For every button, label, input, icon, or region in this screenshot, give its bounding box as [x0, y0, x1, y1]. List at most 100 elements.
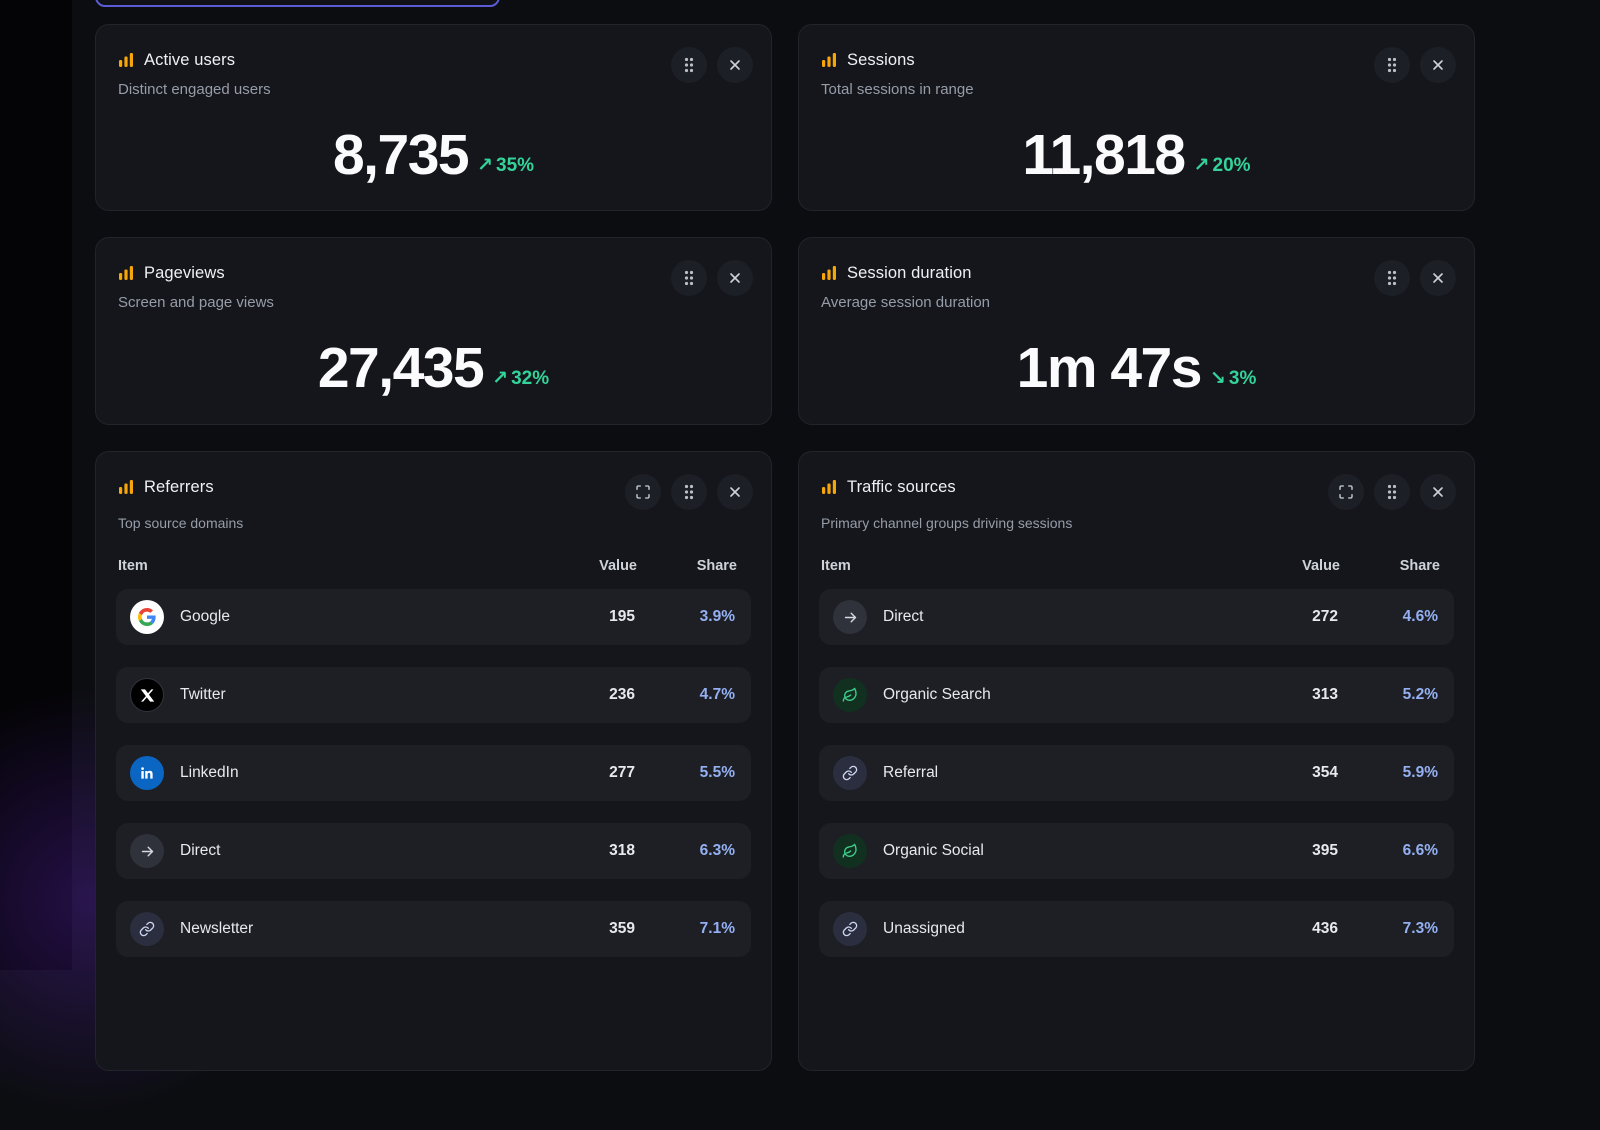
row-share: 5.9%: [1338, 764, 1438, 782]
card-header: Pageviews Screen and page views: [96, 238, 771, 314]
drag-handle-button[interactable]: [671, 260, 707, 296]
close-button[interactable]: [717, 47, 753, 83]
card-subtitle: Screen and page views: [118, 292, 274, 314]
table-row: Unassigned 436 7.3%: [819, 901, 1454, 957]
organic-icon: [833, 678, 867, 712]
stat-delta: ↗ 20%: [1194, 154, 1251, 177]
card-header: Active users Distinct engaged users: [96, 25, 771, 101]
card-header-text: Referrers Top source domains: [118, 474, 243, 534]
drag-handle-button[interactable]: [1374, 474, 1410, 510]
trend-arrow-icon: ↘: [1210, 367, 1226, 390]
link-icon: [130, 912, 164, 946]
table-rows: Direct 272 4.6% Organic Search 313 5.2% …: [799, 589, 1474, 957]
trend-arrow-icon: ↗: [492, 367, 508, 390]
column-item: Item: [118, 558, 547, 574]
card-header-text: Active users Distinct engaged users: [118, 47, 271, 101]
row-label: LinkedIn: [180, 764, 545, 782]
row-label: Google: [180, 608, 545, 626]
table-row: Twitter 236 4.7%: [116, 667, 751, 723]
column-share: Share: [1340, 558, 1440, 574]
stat-value-row: 1m 47s ↘ 3%: [799, 340, 1474, 397]
stat-delta: ↘ 3%: [1210, 367, 1256, 390]
card-title: Sessions: [847, 47, 915, 73]
drag-handle-button[interactable]: [671, 474, 707, 510]
row-label: Direct: [883, 608, 1248, 626]
expand-button[interactable]: [1328, 474, 1364, 510]
close-button[interactable]: [717, 474, 753, 510]
dashboard-grid: Active users Distinct engaged users 8,73…: [95, 24, 1475, 1071]
row-label: Unassigned: [883, 920, 1248, 938]
row-share: 6.6%: [1338, 842, 1438, 860]
drag-handle-button[interactable]: [1374, 260, 1410, 296]
close-button[interactable]: [1420, 474, 1456, 510]
card-header: Referrers Top source domains: [96, 452, 771, 534]
table-row: Newsletter 359 7.1%: [116, 901, 751, 957]
card-subtitle: Average session duration: [821, 292, 990, 314]
card-header-text: Sessions Total sessions in range: [821, 47, 974, 101]
column-value: Value: [1250, 558, 1340, 574]
card-title: Session duration: [847, 260, 972, 286]
row-share: 7.1%: [635, 920, 735, 938]
card-header: Traffic sources Primary channel groups d…: [799, 452, 1474, 534]
card-title: Active users: [144, 47, 235, 73]
row-label: Newsletter: [180, 920, 545, 938]
expand-button[interactable]: [625, 474, 661, 510]
card-subtitle: Top source domains: [118, 512, 243, 534]
link-icon: [833, 756, 867, 790]
table-row: Referral 354 5.9%: [819, 745, 1454, 801]
stat-value-row: 11,818 ↗ 20%: [799, 127, 1474, 184]
linkedin-icon: [130, 756, 164, 790]
direct-icon: [130, 834, 164, 868]
close-button[interactable]: [1420, 260, 1456, 296]
stat-card: Active users Distinct engaged users 8,73…: [95, 24, 772, 211]
stat-delta-value: 3%: [1229, 368, 1256, 390]
row-value: 236: [545, 686, 635, 704]
column-share: Share: [637, 558, 737, 574]
stat-card: Session duration Average session duratio…: [798, 237, 1475, 425]
bar-chart-icon: [118, 52, 134, 68]
bar-chart-icon: [821, 265, 837, 281]
stat-delta-value: 32%: [511, 368, 549, 390]
organic-icon: [833, 834, 867, 868]
table-header: Item Value Share: [799, 558, 1474, 574]
stat-delta-value: 35%: [496, 155, 534, 177]
row-label: Organic Social: [883, 842, 1248, 860]
stat-value-row: 27,435 ↗ 32%: [96, 340, 771, 397]
stat-delta: ↗ 32%: [492, 367, 549, 390]
card-title: Pageviews: [144, 260, 225, 286]
card-actions: [625, 474, 753, 510]
table-row: Google 195 3.9%: [116, 589, 751, 645]
row-value: 318: [545, 842, 635, 860]
card-title: Referrers: [144, 474, 214, 500]
row-value: 395: [1248, 842, 1338, 860]
close-button[interactable]: [717, 260, 753, 296]
table-row: LinkedIn 277 5.5%: [116, 745, 751, 801]
drag-handle-button[interactable]: [1374, 47, 1410, 83]
column-item: Item: [821, 558, 1250, 574]
table-row: Direct 318 6.3%: [116, 823, 751, 879]
row-share: 5.5%: [635, 764, 735, 782]
card-header: Session duration Average session duratio…: [799, 238, 1474, 314]
card-header-text: Session duration Average session duratio…: [821, 260, 990, 314]
card-subtitle: Distinct engaged users: [118, 79, 271, 101]
bar-chart-icon: [118, 479, 134, 495]
google-icon: [130, 600, 164, 634]
row-value: 272: [1248, 608, 1338, 626]
row-value: 313: [1248, 686, 1338, 704]
close-button[interactable]: [1420, 47, 1456, 83]
stat-delta-value: 20%: [1213, 155, 1251, 177]
card-actions: [671, 47, 753, 83]
stat-card: Sessions Total sessions in range 11,818 …: [798, 24, 1475, 211]
bar-chart-icon: [118, 265, 134, 281]
card-actions: [671, 260, 753, 296]
bar-chart-icon: [821, 479, 837, 495]
trend-arrow-icon: ↗: [477, 154, 493, 177]
row-label: Organic Search: [883, 686, 1248, 704]
table-rows: Google 195 3.9% Twitter 236 4.7% LinkedI…: [96, 589, 771, 957]
drag-handle-button[interactable]: [671, 47, 707, 83]
left-sidebar: [0, 0, 72, 970]
stat-value: 1m 47s: [1017, 340, 1201, 397]
row-share: 6.3%: [635, 842, 735, 860]
row-value: 436: [1248, 920, 1338, 938]
table-row: Organic Search 313 5.2%: [819, 667, 1454, 723]
